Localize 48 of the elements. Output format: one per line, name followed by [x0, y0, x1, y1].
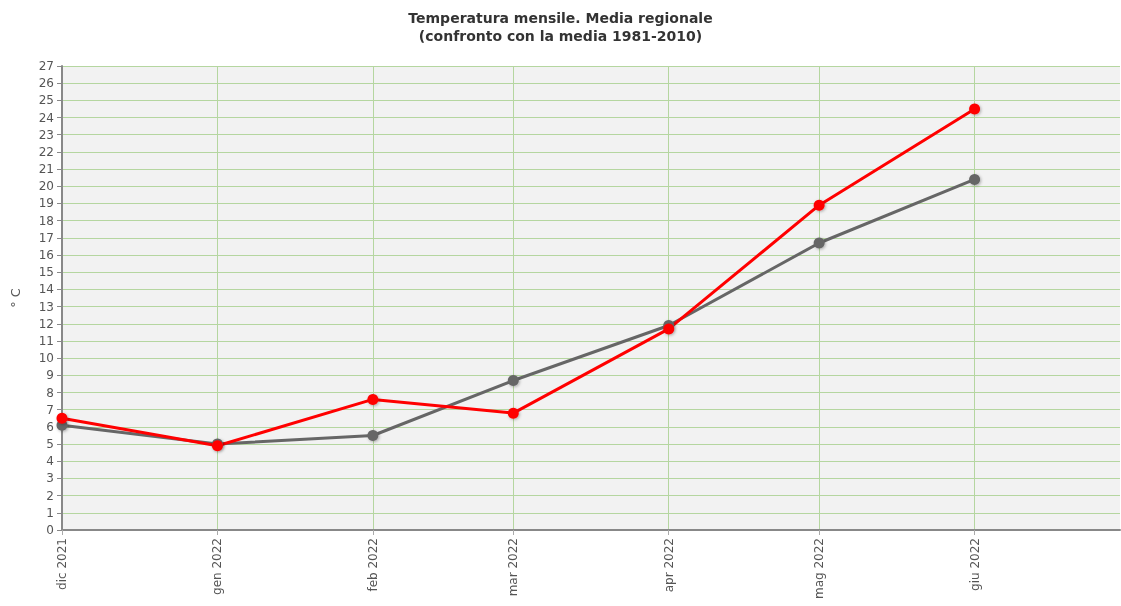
y-tick-label: 12: [38, 316, 54, 331]
y-tick-label: 10: [38, 351, 54, 366]
y-tick-label: 6: [46, 419, 54, 434]
y-tick-label: 3: [46, 471, 54, 486]
point: [56, 412, 68, 424]
x-tick-label: dic 2021: [55, 538, 69, 590]
point: [507, 407, 519, 419]
y-tick-label: 13: [38, 299, 54, 314]
y-tick-label: 11: [38, 333, 54, 348]
point: [969, 103, 981, 115]
y-tick-label: 22: [38, 144, 54, 159]
y-tick-label: 18: [38, 213, 54, 228]
point: [969, 173, 981, 185]
x-tick-label: gen 2022: [210, 538, 225, 595]
y-tick-label: 16: [38, 248, 54, 263]
y-tick-label: 7: [46, 402, 54, 417]
point: [367, 393, 379, 405]
chart-title: Temperatura mensile. Media regionale: [408, 10, 713, 26]
y-tick-label: 24: [38, 110, 54, 125]
y-tick-label: 27: [38, 59, 54, 73]
y-tick-label: 1: [46, 505, 54, 520]
x-tick-label: mag 2022: [812, 538, 827, 600]
x-tick-label: giu 2022: [967, 538, 982, 591]
x-tick-label: feb 2022: [365, 538, 380, 592]
x-tick-label: apr 2022: [661, 538, 676, 593]
point: [507, 374, 519, 386]
y-tick-label: 25: [38, 93, 54, 108]
y-tick-label: 8: [46, 385, 54, 400]
point: [813, 237, 825, 249]
y-tick-label: 19: [38, 196, 54, 211]
y-tick-label: 9: [46, 368, 54, 383]
y-tick-label: 5: [46, 437, 54, 452]
point: [813, 199, 825, 211]
y-tick-label: 26: [38, 76, 54, 91]
y-tick-label: 17: [38, 230, 54, 245]
y-axis-title: ° C: [8, 288, 23, 308]
y-tick-label: 23: [38, 127, 54, 142]
y-tick-label: 4: [46, 454, 54, 469]
y-tick-label: 14: [38, 282, 54, 297]
y-tick-label: 21: [38, 162, 54, 177]
y-tick-label: 0: [46, 523, 54, 537]
point: [663, 323, 675, 335]
y-tick-label: 2: [46, 488, 54, 503]
x-tick-label: mar 2022: [506, 538, 521, 597]
y-tick-label: 20: [38, 179, 54, 194]
y-tick-label: 15: [38, 265, 54, 280]
point: [367, 429, 379, 441]
chart-subtitle: (confronto con la media 1981-2010): [418, 28, 703, 44]
